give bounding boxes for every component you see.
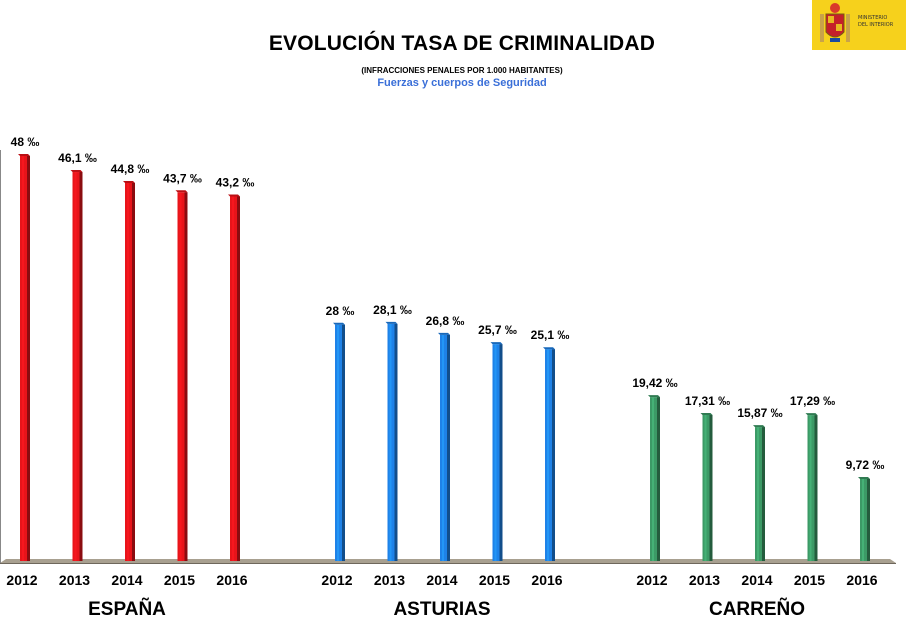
bar — [438, 332, 450, 561]
data-label: 17,31 ‰ — [685, 394, 730, 408]
chart-source: Fuerzas y cuerpos de Seguridad — [377, 77, 547, 89]
data-label: 17,29 ‰ — [790, 394, 835, 408]
x-tick-label: 2014 — [111, 572, 142, 588]
group-label: CARREÑO — [709, 598, 805, 620]
bar — [543, 347, 555, 561]
data-label: 19,42 ‰ — [632, 376, 677, 390]
x-tick-label: 2013 — [374, 572, 405, 588]
logo-text: MINISTERIO DEL INTERIOR — [858, 15, 894, 28]
coat-of-arms-icon — [820, 3, 850, 42]
x-tick-label: 2014 — [741, 572, 772, 588]
data-label: 44,8 ‰ — [111, 162, 150, 176]
bar — [123, 181, 135, 561]
chart-title: EVOLUCIÓN TASA DE CRIMINALIDAD — [268, 32, 656, 55]
data-label: 25,7 ‰ — [478, 323, 517, 337]
data-label: 43,2 ‰ — [216, 176, 255, 190]
chart-subtitle: (INFRACCIONES PENALES POR 1.000 HABITANT… — [361, 66, 563, 75]
x-tick-label: 2016 — [216, 572, 247, 588]
bar — [858, 476, 870, 561]
data-label: 46,1 ‰ — [58, 151, 97, 165]
x-tick-label: 2014 — [426, 572, 457, 588]
bar — [175, 190, 188, 561]
data-label: 25,1 ‰ — [531, 328, 570, 342]
x-tick-label: 2015 — [794, 572, 825, 588]
data-label: 28 ‰ — [326, 304, 355, 318]
bar — [490, 342, 503, 561]
bar — [753, 425, 765, 561]
data-label: 26,8 ‰ — [426, 314, 465, 328]
data-label: 28,1 ‰ — [373, 303, 412, 317]
bar — [333, 322, 345, 561]
x-tick-label: 2015 — [479, 572, 510, 588]
data-label: 43,7 ‰ — [163, 171, 202, 185]
x-tick-label: 2013 — [689, 572, 720, 588]
data-label: 15,87 ‰ — [737, 406, 782, 420]
ministry-logo: MINISTERIO DEL INTERIOR — [812, 0, 906, 50]
bar — [228, 194, 240, 561]
data-label: 9,72 ‰ — [846, 458, 885, 472]
bar — [18, 154, 30, 561]
x-tick-label: 2012 — [321, 572, 352, 588]
group-label: ASTURIAS — [393, 599, 490, 620]
bar — [700, 412, 713, 561]
bar — [648, 395, 660, 561]
x-tick-label: 2013 — [59, 572, 90, 588]
x-tick-label: 2016 — [846, 572, 877, 588]
data-label: 48 ‰ — [11, 135, 40, 149]
bar — [805, 413, 818, 561]
group-label: ESPAÑA — [88, 598, 166, 620]
bar — [70, 170, 83, 561]
x-tick-label: 2015 — [164, 572, 195, 588]
x-tick-label: 2012 — [6, 572, 37, 588]
x-tick-label: 2012 — [636, 572, 667, 588]
x-tick-label: 2016 — [531, 572, 562, 588]
bar — [385, 321, 398, 561]
